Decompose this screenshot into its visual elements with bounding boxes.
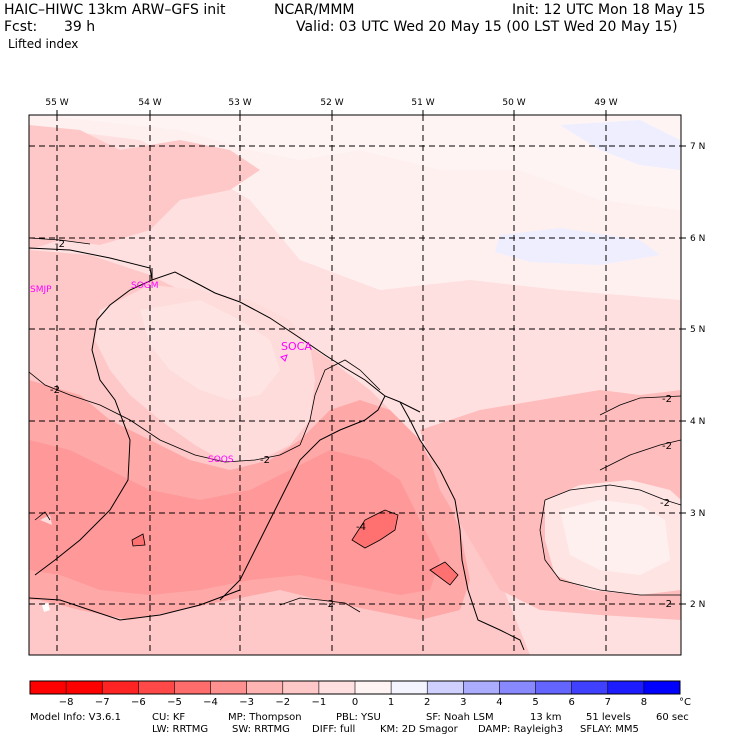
footer-resolution: 13 km (530, 712, 562, 723)
colorbar-tick-label: 2 (424, 697, 430, 708)
colorbar-swatch (318, 681, 356, 694)
colorbar-swatch (138, 681, 175, 694)
forecast-hour: 39 h (64, 19, 96, 35)
footer-damp: DAMP: Rayleigh3 (478, 724, 564, 735)
colorbar-swatch (174, 681, 212, 694)
colorbar-swatch (210, 681, 248, 694)
station-sogm: SOGM (131, 281, 159, 291)
lon-label-53w: 53 W (228, 98, 251, 108)
colorbar-swatch (463, 681, 500, 694)
model-title: HAIC–HIWC 13km ARW–GFS init (4, 2, 226, 18)
frame-ticks (56, 110, 686, 605)
station-soos: SOOS (208, 455, 234, 465)
colorbar-tick-label: −4 (203, 697, 218, 708)
colorbar-swatch (391, 681, 428, 694)
footer-levels: 51 levels (586, 712, 631, 723)
colorbar-tick-label: −6 (131, 697, 146, 708)
contour-label: -2 (662, 394, 672, 405)
lat-label-4n: 4 N (690, 417, 705, 427)
colorbar-swatch (282, 681, 320, 694)
colorbar-ticks: −8 −7 −6 −5 −4 −3 −2 −1 0 1 2 3 4 5 6 7 8 °C (59, 681, 691, 708)
contours (29, 237, 681, 613)
valid-time: Valid: 03 UTC Wed 20 May 15 (00 LST Wed … (296, 19, 678, 35)
colorbar-swatch (427, 681, 464, 694)
lat-lon-grid (29, 115, 681, 655)
map-frame (28, 114, 682, 656)
colorbar-tick-label: 8 (641, 697, 647, 708)
colorbar-swatch (643, 681, 681, 694)
colorbar-swatch (571, 681, 609, 694)
org-title: NCAR/MMM (274, 2, 355, 18)
forecast-label: Fcst: (4, 19, 38, 35)
lon-label-50w: 50 W (502, 98, 525, 108)
colorbar-swatch (102, 681, 139, 694)
colorbar-tick-label: 6 (568, 697, 574, 708)
lon-label-51w: 51 W (411, 98, 434, 108)
footer-mp: MP: Thompson (228, 712, 302, 723)
init-time: Init: 12 UTC Mon 18 May 15 (512, 2, 706, 18)
colorbar-tick-label: −2 (275, 697, 290, 708)
field-name: Lifted index (8, 37, 79, 51)
station-smjp: SMJP (30, 285, 52, 295)
footer-pbl: PBL: YSU (336, 712, 381, 723)
colorbar-tick-label: −5 (167, 697, 182, 708)
colorbar-tick-label: 1 (388, 697, 394, 708)
colorbar-swatch (499, 681, 537, 694)
colorbar-tick-label: 0 (352, 697, 358, 708)
footer-timestep: 60 sec (656, 712, 689, 723)
footer-sflay: SFLAY: MM5 (580, 724, 639, 735)
contour-label: -2 (324, 599, 334, 610)
lat-label-6n: 6 N (690, 234, 705, 244)
contour-label: -2 (55, 239, 65, 250)
contour-label: -2 (260, 455, 270, 466)
footer-cu: CU: KF (152, 712, 186, 723)
colorbar-tick-label: −1 (312, 697, 327, 708)
lat-label-3n: 3 N (690, 509, 705, 519)
footer-km: KM: 2D Smagor (380, 724, 458, 735)
colorbar-swatch (66, 681, 103, 694)
lat-label-7n: 7 N (690, 142, 705, 152)
footer-sf: SF: Noah LSM (426, 712, 494, 723)
colorbar-tick-label: −8 (59, 697, 74, 708)
colorbar-unit: °C (679, 697, 691, 708)
contour-label: -2 (660, 498, 670, 509)
footer-lw: LW: RRTMG (152, 724, 209, 735)
colorbar-tick-label: −3 (239, 697, 254, 708)
colorbar-swatch (607, 681, 645, 694)
shaded-field (29, 115, 681, 655)
contour-label: -4 (356, 522, 366, 533)
colorbar-swatch (30, 681, 67, 694)
contour-label: -2 (662, 599, 672, 610)
lat-label-5n: 5 N (690, 325, 705, 335)
colorbar-swatch (355, 681, 392, 694)
station-soca: SOCA (281, 340, 312, 353)
lon-label-49w: 49 W (594, 98, 617, 108)
footer-diff: DIFF: full (312, 724, 356, 735)
lat-label-2n: 2 N (690, 600, 705, 610)
contour-label: -2 (50, 385, 60, 396)
lon-label-52w: 52 W (320, 98, 343, 108)
lon-label-54w: 54 W (138, 98, 161, 108)
coastlines (29, 247, 525, 651)
colorbar-tick-label: −7 (95, 697, 110, 708)
lon-label-55w: 55 W (45, 98, 68, 108)
footer-sw: SW: RRTMG (232, 724, 290, 735)
footer-model-info: Model Info: V3.6.1 (30, 712, 121, 723)
colorbar-swatch (246, 681, 284, 694)
colorbar-tick-label: 4 (496, 697, 502, 708)
colorbar (29, 680, 681, 695)
colorbar-tick-label: 7 (605, 697, 611, 708)
colorbar-tick-label: 5 (532, 697, 538, 708)
station-soca-marker (280, 354, 288, 362)
contour-label: -2 (662, 441, 672, 452)
colorbar-tick-label: 3 (460, 697, 466, 708)
colorbar-swatch (535, 681, 573, 694)
